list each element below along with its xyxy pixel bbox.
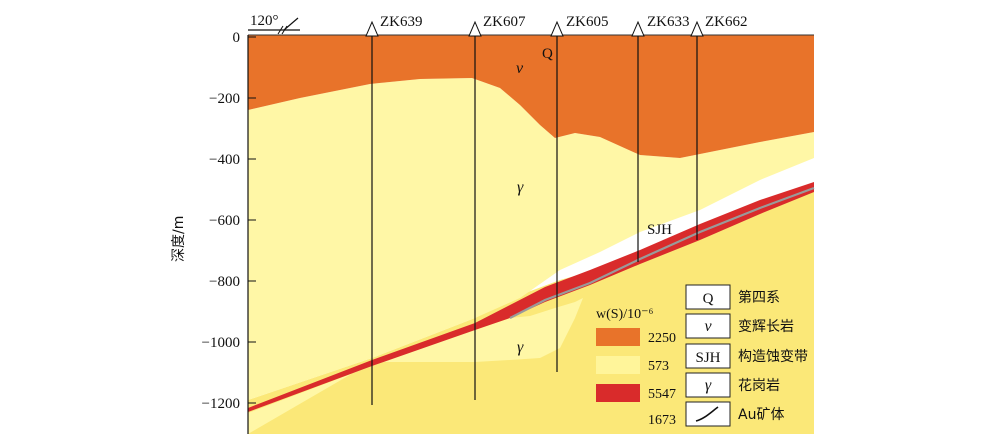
legend-swatch [596, 410, 640, 428]
borehole-label: ZK605 [566, 14, 609, 30]
orientation-tick [281, 25, 288, 35]
borehole-group: ZK639 ZK607 ZK605 ZK633 ZK662 [365, 14, 748, 405]
label-q: Q [542, 46, 553, 62]
legend-value: 1673 [648, 413, 676, 428]
legend-symbol: SJH [695, 350, 720, 366]
sulfur-legend-title: w(S)/10⁻⁶ [596, 307, 654, 322]
y-tick-label: 0 [233, 30, 241, 46]
legend-label: Au矿体 [738, 407, 784, 423]
y-tick-label: −1000 [202, 335, 240, 351]
legend-symbol: v [704, 318, 712, 335]
gabbro-layer [248, 35, 814, 158]
legend-swatch [596, 328, 640, 346]
legend-swatch [596, 384, 640, 402]
y-tick-label: −200 [209, 91, 240, 107]
y-axis-title: 深度/m [171, 216, 187, 262]
legend-symbol: γ [705, 377, 712, 394]
borehole-marker [365, 20, 379, 37]
orientation-tick [277, 25, 284, 35]
ore-body-icon [695, 406, 719, 422]
borehole-label: ZK607 [483, 14, 526, 30]
y-axis: 0 −200 −400 −600 −800 −1000 −1200 深度/m [171, 30, 256, 412]
sulfur-legend: w(S)/10⁻⁶ 2250 573 5547 1673 [596, 307, 676, 428]
legend-symbol-box [685, 284, 731, 310]
borehole-marker [550, 20, 564, 37]
y-tick-label: −800 [209, 274, 240, 290]
legend-value: 573 [648, 359, 669, 374]
sjh-alteration-band [248, 182, 814, 412]
borehole-label: ZK639 [380, 14, 423, 30]
orientation-marker: 120° [248, 13, 300, 35]
lower-granite-lens [248, 298, 583, 434]
label-granite-upper: γ [517, 179, 524, 196]
legend-label: 构造蚀变带 [738, 349, 808, 365]
y-tick-label: −400 [209, 152, 240, 168]
legend-symbol-box [685, 313, 731, 339]
upper-granite-zone [248, 78, 814, 400]
legend-value: 2250 [648, 331, 676, 346]
label-gabbro: v [516, 60, 524, 77]
borehole-label: ZK633 [647, 14, 690, 30]
legend-symbol-box [685, 343, 731, 369]
borehole-label: ZK662 [705, 14, 748, 30]
legend-label: 第四系 [738, 289, 780, 306]
borehole-marker [468, 20, 482, 37]
label-sjh: SJH [647, 222, 672, 238]
borehole-marker [690, 20, 704, 37]
orientation-label: 120° [250, 13, 279, 29]
legend-swatch [596, 356, 640, 374]
rock-legend: Q v SJH γ 第四系 变辉长岩 构造蚀变带 花岗岩 Au矿体 [685, 284, 808, 427]
label-granite-lower: γ [517, 339, 524, 356]
au-ore-body [509, 186, 815, 319]
legend-symbol-box [685, 372, 731, 398]
borehole-marker [631, 20, 645, 37]
legend-label: 花岗岩 [738, 378, 780, 394]
y-tick-label: −1200 [202, 396, 240, 412]
legend-value: 5547 [648, 387, 676, 402]
legend-symbol: Q [703, 291, 714, 307]
legend-label: 变辉长岩 [738, 319, 794, 335]
y-tick-label: −600 [209, 213, 240, 229]
